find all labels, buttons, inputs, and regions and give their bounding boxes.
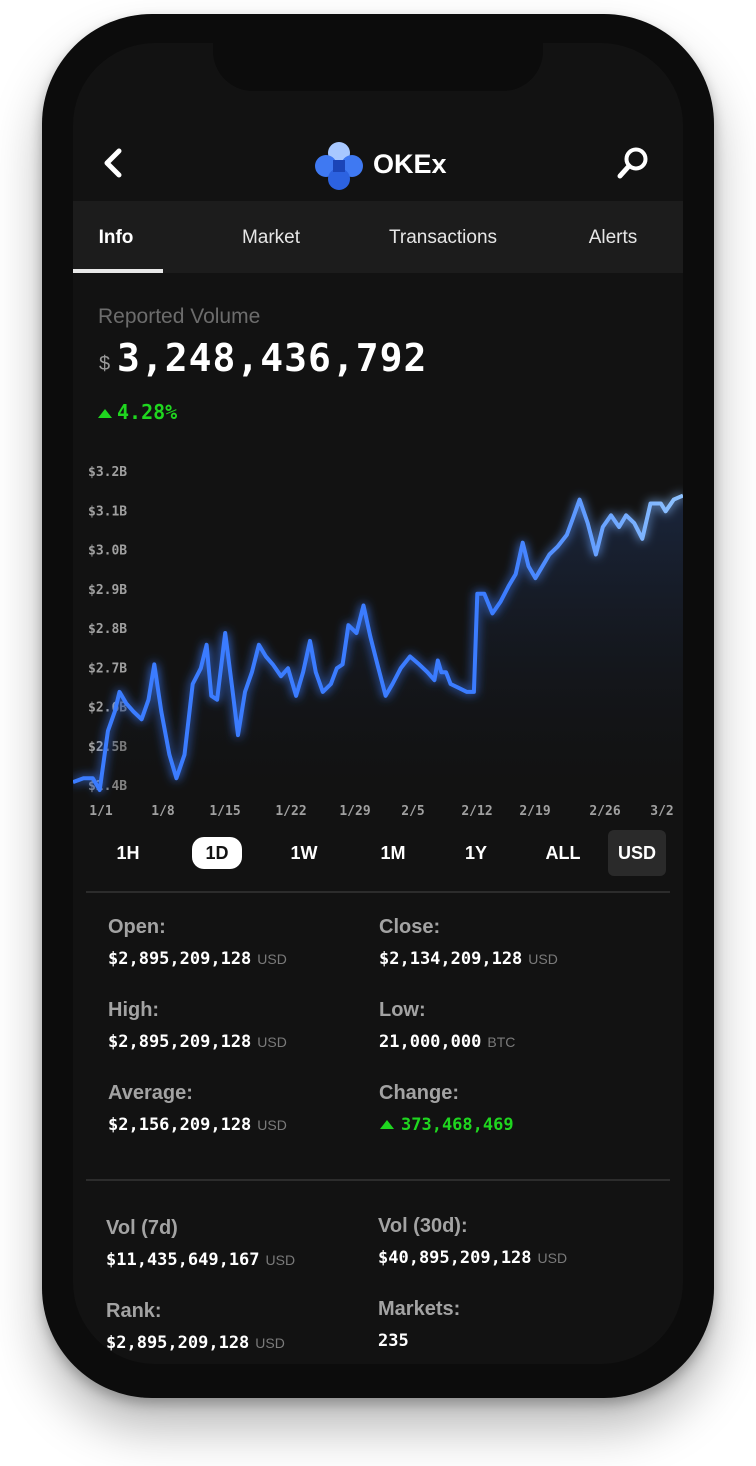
- period-1h[interactable]: 1H: [116, 843, 140, 863]
- stat-change: Change: 373,468,469: [379, 1082, 514, 1135]
- app-header: OKEx: [73, 123, 683, 203]
- x-tick-label: 2/12: [461, 804, 492, 819]
- y-tick-label: $2.9B: [88, 583, 127, 598]
- triangle-up-icon: [98, 408, 112, 418]
- period-1d[interactable]: 1D: [192, 837, 242, 869]
- y-tick-label: $2.8B: [88, 622, 127, 637]
- period-1y[interactable]: 1Y: [464, 843, 488, 863]
- device-notch: [213, 43, 543, 91]
- brand-name: OKEx: [373, 149, 447, 179]
- reported-volume-value: 3,248,436,792: [117, 336, 428, 380]
- x-tick-label: 1/1: [89, 804, 113, 819]
- y-tick-label: $3.2B: [88, 465, 127, 480]
- period-1w[interactable]: 1W: [290, 843, 318, 863]
- tab-transactions[interactable]: Transactions: [388, 227, 498, 248]
- y-tick-label: $3.0B: [88, 544, 127, 559]
- section-divider: [86, 1179, 670, 1181]
- volume-change: 4.28%: [97, 400, 177, 424]
- tab-info[interactable]: Info: [98, 227, 134, 248]
- section-divider: [86, 891, 670, 893]
- volume-change-value: 4.28%: [117, 400, 178, 424]
- phone-frame: OKEx Info Market Transactions Alerts Rep…: [42, 14, 714, 1398]
- y-tick-label: $2.7B: [88, 661, 127, 676]
- x-tick-label: 2/26: [589, 804, 620, 819]
- tab-bar: Info Market Transactions Alerts: [73, 201, 683, 273]
- stat-high: High: $2,895,209,128 USD: [108, 999, 287, 1052]
- stat-close: Close: $2,134,209,128 USD: [379, 916, 558, 969]
- back-arrow-icon[interactable]: [99, 143, 129, 183]
- stat-vol-30d: Vol (30d): $40,895,209,128 USD: [378, 1215, 568, 1268]
- x-tick-label: 1/15: [209, 804, 240, 819]
- stat-low: Low: 21,000,000 BTC: [379, 999, 516, 1052]
- okex-logo-icon: [315, 142, 363, 190]
- y-tick-label: $3.1B: [88, 504, 127, 519]
- stat-rank: Rank: $2,895,209,128 USD: [106, 1300, 285, 1353]
- period-1m[interactable]: 1M: [380, 843, 406, 863]
- stat-open: Open: $2,895,209,128 USD: [108, 916, 287, 969]
- search-icon[interactable]: [615, 145, 651, 181]
- period-all[interactable]: ALL: [545, 843, 581, 863]
- volume-chart: $3.2B$3.1B$3.0B$2.9B$2.8B$2.7B$2.6B$2.5B…: [73, 465, 683, 819]
- chart-series-line: [73, 493, 683, 792]
- active-tab-indicator: [73, 269, 163, 273]
- stat-average: Average: $2,156,209,128 USD: [108, 1082, 287, 1135]
- period-selector: 1H 1D 1W 1M 1Y ALL USD: [73, 825, 683, 881]
- currency-symbol: $: [99, 353, 111, 375]
- x-tick-label: 1/8: [151, 804, 175, 819]
- triangle-up-icon: [380, 1120, 394, 1129]
- x-tick-label: 2/5: [401, 804, 424, 819]
- x-tick-label: 1/22: [275, 804, 306, 819]
- x-tick-label: 1/29: [339, 804, 370, 819]
- tab-market[interactable]: Market: [241, 227, 301, 248]
- chart-area-fill: [73, 495, 683, 790]
- reported-volume-label: Reported Volume: [98, 305, 261, 328]
- currency-toggle[interactable]: USD: [608, 830, 666, 876]
- stat-vol-7d: Vol (7d) $11,435,649,167 USD: [106, 1217, 296, 1270]
- x-tick-label: 3/2: [650, 804, 673, 819]
- stat-markets: Markets: 235: [378, 1298, 461, 1351]
- x-tick-label: 2/19: [519, 804, 550, 819]
- tab-alerts[interactable]: Alerts: [588, 227, 638, 248]
- app-screen: OKEx Info Market Transactions Alerts Rep…: [73, 43, 683, 1364]
